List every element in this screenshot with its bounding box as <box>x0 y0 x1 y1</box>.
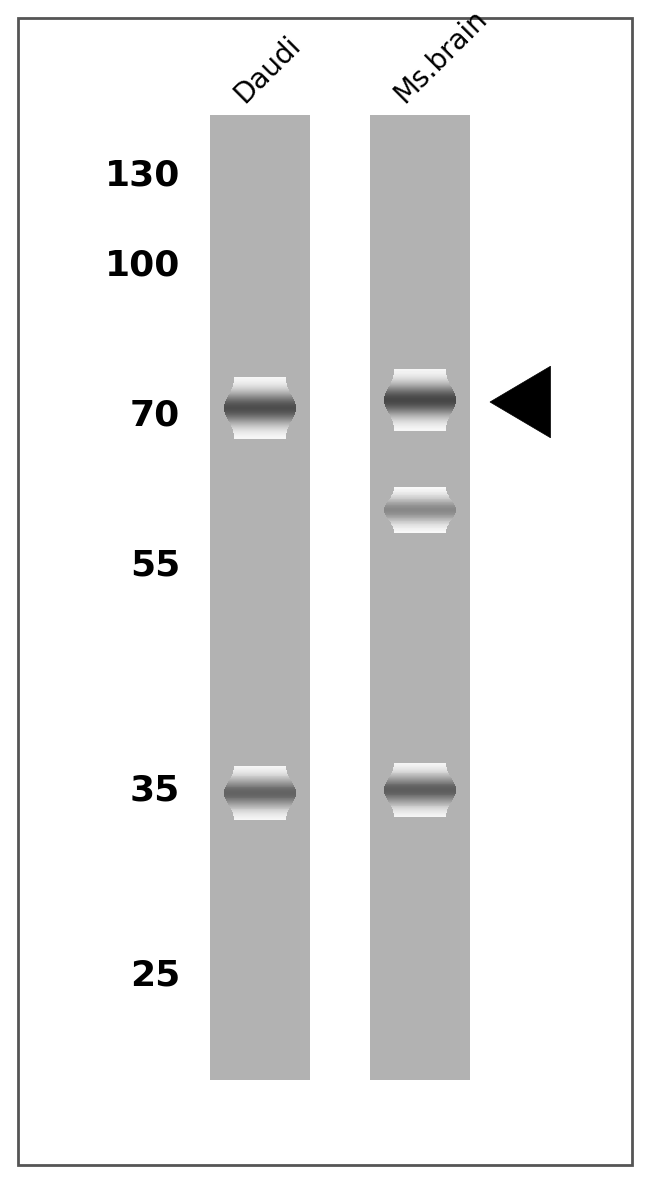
Text: 70: 70 <box>130 397 180 432</box>
Text: Daudi: Daudi <box>228 31 306 108</box>
Text: 130: 130 <box>105 159 180 192</box>
Text: Ms.brain: Ms.brain <box>388 5 492 108</box>
Bar <box>210 115 310 1080</box>
Text: 35: 35 <box>130 772 180 807</box>
Text: 55: 55 <box>130 548 180 582</box>
Bar <box>370 115 470 1080</box>
Polygon shape <box>490 367 551 438</box>
Text: 25: 25 <box>130 958 180 993</box>
Text: 100: 100 <box>105 248 180 282</box>
